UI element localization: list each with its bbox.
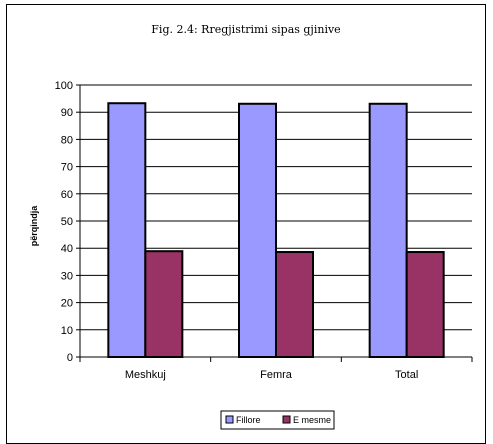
y-tick-label: 50 <box>61 216 73 228</box>
y-tick-label: 30 <box>61 270 73 282</box>
y-tick-label: 100 <box>55 80 73 92</box>
bar-e-mesme-total <box>405 251 445 358</box>
legend-swatch-e-mesme <box>282 415 291 424</box>
bars <box>107 102 445 358</box>
y-tick-label: 70 <box>61 162 73 174</box>
bar-e-mesme-femra <box>275 251 314 358</box>
legend-swatch-fillore <box>225 415 234 424</box>
y-tick-label: 10 <box>61 325 73 337</box>
bar-fillore-femra <box>238 102 277 358</box>
legend-label: E mesme <box>293 415 331 425</box>
y-tick-label: 80 <box>61 134 73 146</box>
bar-e-mesme-meshkuj <box>144 250 184 358</box>
x-tick-label: Meshkuj <box>125 369 166 381</box>
y-axis-label: përqindja <box>29 205 39 246</box>
bar-fillore-meshkuj <box>107 102 147 358</box>
x-tick-label: Femra <box>260 369 293 381</box>
axes: 0 10 20 30 40 50 60 70 80 90 100 Meshkuj Femra Total <box>55 80 473 381</box>
legend: Fillore E mesme <box>220 410 335 430</box>
legend-box <box>220 410 335 430</box>
legend-label: Fillore <box>236 415 261 425</box>
y-tick-label: 0 <box>67 352 73 364</box>
y-tick-label: 90 <box>61 107 73 119</box>
x-tick-label: Total <box>395 369 418 381</box>
y-tick-label: 40 <box>61 243 73 255</box>
bar-fillore-total <box>368 102 408 358</box>
chart-title: Fig. 2.4: Rregjistrimi sipas gjinive <box>151 23 340 36</box>
y-tick-label: 20 <box>61 298 73 310</box>
y-tick-label: 60 <box>61 189 73 201</box>
